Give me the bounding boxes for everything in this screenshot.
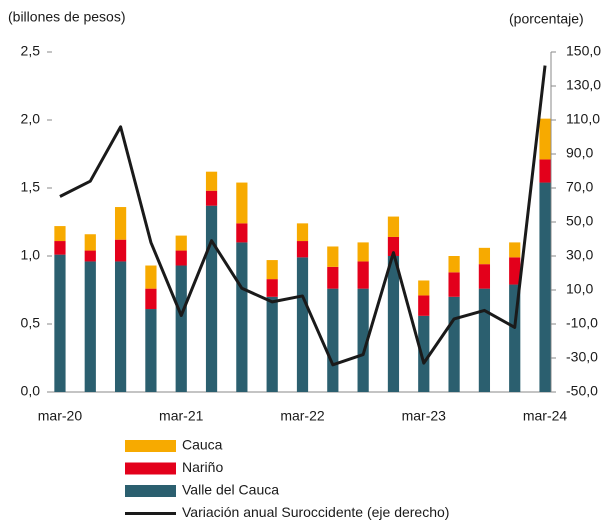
bar-segment xyxy=(539,182,551,392)
x-tick-label: mar-21 xyxy=(159,408,204,424)
bar-segment xyxy=(539,118,551,160)
bar-segment xyxy=(387,216,400,237)
legend-swatch xyxy=(125,440,176,452)
y2-tick-label: 110,0 xyxy=(566,111,600,127)
legend-swatch xyxy=(125,485,176,497)
bar-segment xyxy=(418,280,430,296)
y-tick-label: 0,0 xyxy=(21,383,41,399)
x-tick-label: mar-23 xyxy=(402,408,447,424)
bar-segment xyxy=(448,256,460,273)
x-tick-label: mar-24 xyxy=(523,408,568,424)
bar-segment xyxy=(145,288,157,310)
y2-tick-label: -50,0 xyxy=(566,383,598,399)
bar-segment xyxy=(266,260,278,280)
bar-segment xyxy=(327,266,339,289)
bar-segment xyxy=(84,250,96,262)
y-tick-label: 0,5 xyxy=(21,315,41,331)
bar-segment xyxy=(357,242,369,262)
bar-segment xyxy=(205,171,218,191)
bar-segment xyxy=(84,234,96,251)
bar-segment xyxy=(418,295,430,316)
bar-segment xyxy=(509,257,521,285)
y2-tick-label: -30,0 xyxy=(566,349,598,365)
y2-tick-label: 10,0 xyxy=(566,281,593,297)
bar-segment xyxy=(478,264,491,289)
y-tick-label: 2,0 xyxy=(21,111,41,127)
y2-tick-label: 150,0 xyxy=(566,43,601,59)
bar-segment xyxy=(54,254,66,392)
bar-segment xyxy=(114,261,127,392)
bar-segment xyxy=(296,223,309,242)
y-tick-label: 1,0 xyxy=(21,247,41,263)
bar-segment xyxy=(175,235,187,251)
bar-segment xyxy=(357,288,369,392)
bar-segment xyxy=(266,279,278,297)
bar-segment xyxy=(296,241,309,258)
bar-segment xyxy=(145,265,157,289)
bar-segment xyxy=(114,207,127,240)
bar-segment xyxy=(296,257,309,392)
legend-label: Variación anual Suroccidente (eje derech… xyxy=(182,504,449,520)
bar-segment xyxy=(54,241,66,255)
y2-tick-label: 90,0 xyxy=(566,145,593,161)
bar-segment xyxy=(54,226,66,242)
bar-segment xyxy=(509,284,521,392)
legend-label: Cauca xyxy=(182,437,223,453)
bar-segment xyxy=(418,315,430,392)
legend-swatch xyxy=(125,462,176,475)
bar-segment xyxy=(387,236,400,256)
y-tick-label: 2,5 xyxy=(21,43,41,59)
bar-segment xyxy=(539,159,551,183)
legend-label: Valle del Cauca xyxy=(182,482,279,498)
line-series xyxy=(59,65,547,367)
bar-segment xyxy=(266,296,278,392)
bar-segment xyxy=(448,296,460,392)
y-axis-label: (billones de pesos) xyxy=(8,9,126,25)
bar-segment xyxy=(236,223,248,243)
bar-segment xyxy=(509,242,521,258)
y2-tick-label: 130,0 xyxy=(566,77,601,93)
bar-segment xyxy=(448,272,460,297)
bar-segment xyxy=(84,261,96,392)
bar-segment xyxy=(175,250,187,266)
bar-segment xyxy=(327,288,339,392)
bar-segment xyxy=(236,242,248,392)
bar-segment xyxy=(205,190,218,206)
bar-segment xyxy=(357,261,369,289)
y-tick-label: 1,5 xyxy=(21,179,41,195)
y2-tick-label: 30,0 xyxy=(566,247,593,263)
bar-segment xyxy=(145,309,157,392)
bar-segment xyxy=(205,205,218,392)
bar-segment xyxy=(236,182,248,224)
bar-segment xyxy=(114,239,127,262)
bar-segment xyxy=(175,265,187,392)
x-tick-label: mar-22 xyxy=(280,408,325,424)
bar-segment xyxy=(387,256,400,392)
y2-tick-label: 70,0 xyxy=(566,179,593,195)
bar-segment xyxy=(478,247,491,265)
y2-tick-label: 50,0 xyxy=(566,213,593,229)
bar-segment xyxy=(478,288,491,392)
x-tick-label: mar-20 xyxy=(38,408,83,424)
bar-segment xyxy=(327,246,339,267)
y2-axis-label: (porcentaje) xyxy=(509,11,584,27)
y2-tick-label: -10,0 xyxy=(566,315,598,331)
legend-label: Nariño xyxy=(182,459,223,475)
